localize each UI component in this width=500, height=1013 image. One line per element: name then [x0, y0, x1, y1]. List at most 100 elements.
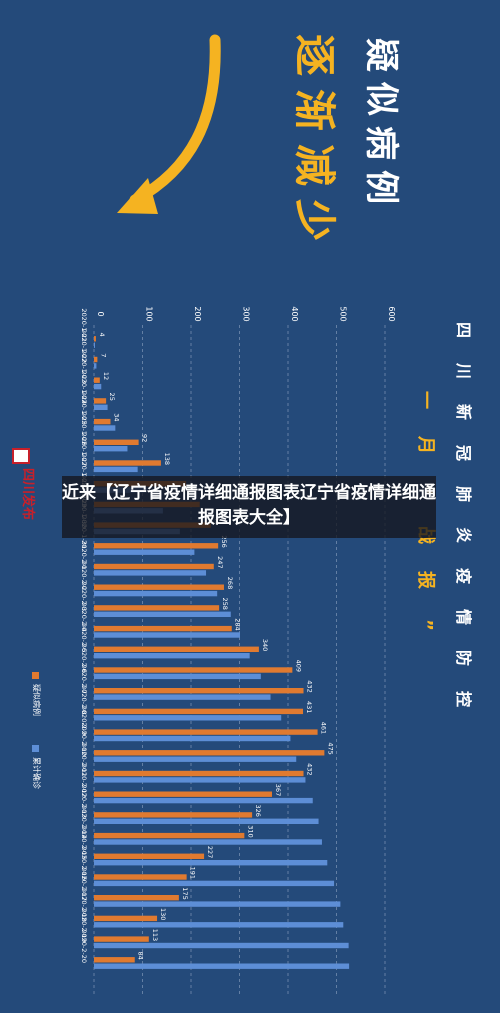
data-label: 34	[112, 413, 120, 421]
legend-label: 疑似病例	[32, 684, 42, 716]
legend-swatch-suspected	[32, 672, 39, 679]
tick-label: 100	[145, 306, 154, 321]
heading-char: 疑	[361, 38, 401, 72]
data-label: 138	[163, 453, 171, 465]
category-label: 2020-2-11	[80, 743, 88, 777]
data-label: 4	[98, 333, 106, 337]
category-label: 2020-2-15	[80, 826, 88, 860]
bar-confirmed	[94, 466, 138, 473]
category-label: 2020-2-4	[80, 602, 88, 632]
bar-suspected	[94, 750, 325, 756]
bar-confirmed	[94, 818, 319, 824]
data-label: 247	[216, 556, 224, 568]
logo-emblem	[12, 448, 30, 464]
bar-suspected	[94, 708, 304, 715]
header-char: 冠	[454, 445, 473, 461]
bar-suspected	[94, 336, 96, 342]
bar-suspected	[94, 377, 100, 383]
data-label: 227	[206, 846, 214, 858]
category-label: 2020-1-21	[80, 308, 88, 342]
data-label: 258	[221, 597, 229, 609]
heading-char: 例	[361, 170, 401, 204]
bar-confirmed	[94, 922, 344, 928]
bar-suspected	[94, 398, 107, 404]
bar-confirmed	[94, 363, 97, 369]
bar-confirmed	[94, 860, 328, 866]
bar-suspected	[94, 688, 304, 694]
data-label: 367	[274, 784, 282, 796]
bar-suspected	[94, 356, 98, 363]
data-label: 326	[254, 804, 262, 816]
data-label: 191	[189, 867, 197, 879]
bar-suspected	[94, 936, 149, 942]
data-label: 268	[226, 577, 234, 589]
bar-suspected	[94, 895, 179, 901]
bar-confirmed	[94, 653, 250, 659]
bar-suspected	[94, 874, 187, 880]
subheading-char: 减	[290, 144, 339, 186]
bar-confirmed	[94, 880, 335, 887]
category-label: 2020-2-18	[80, 888, 88, 922]
header-char: 川	[454, 362, 473, 379]
bar-confirmed	[94, 611, 231, 617]
bar-confirmed	[94, 777, 306, 783]
header-char: 控	[454, 691, 473, 707]
logo-text: 四川发布	[20, 468, 36, 520]
bar-suspected	[94, 625, 232, 632]
category-label: 2020-1-23	[80, 350, 88, 384]
bar-suspected	[94, 915, 158, 922]
category-label: 2020-2-5	[80, 623, 88, 653]
data-label: 340	[261, 639, 269, 651]
header-char: 肺	[454, 486, 473, 502]
tick-label: 300	[242, 306, 251, 321]
bar-suspected	[94, 832, 245, 839]
bars: 4712253492138412562472682582843404094324…	[94, 333, 350, 969]
bar-confirmed	[94, 342, 95, 348]
data-label: 130	[159, 908, 167, 920]
bar-confirmed	[94, 425, 116, 431]
bar-suspected	[94, 646, 259, 652]
bar-suspected	[94, 543, 219, 549]
bar-confirmed	[94, 942, 349, 949]
bar-suspected	[94, 957, 135, 963]
arrow-icon	[129, 34, 221, 206]
category-label: 2020-2-17	[80, 867, 88, 901]
bar-suspected	[94, 812, 253, 818]
bar-confirmed	[94, 404, 108, 410]
bar-suspected	[94, 460, 161, 466]
category-label: 2020-1-24	[80, 370, 88, 404]
data-label: 310	[246, 825, 254, 837]
header-char: 新	[454, 404, 473, 420]
category-label: 2020-2-10	[80, 722, 88, 756]
bar-confirmed	[94, 673, 261, 680]
logo: 四川发布	[12, 448, 36, 520]
tick-label: 400	[290, 306, 299, 321]
data-label: 175	[181, 887, 189, 899]
subheading-char: 少	[290, 199, 339, 241]
bar-confirmed	[94, 446, 128, 452]
header-char: 报	[415, 571, 437, 589]
data-label: 113	[151, 929, 159, 941]
data-label: 84	[137, 951, 145, 959]
bar-confirmed	[94, 839, 322, 845]
data-label: 92	[141, 434, 149, 442]
bar-confirmed	[94, 963, 350, 969]
data-label: 461	[320, 722, 328, 734]
category-label: 2020-2-2	[80, 561, 88, 591]
bar-suspected	[94, 667, 293, 673]
data-label: 432	[306, 680, 314, 692]
bar-suspected	[94, 563, 214, 570]
data-label: 25	[108, 393, 116, 401]
tick-label: 600	[387, 306, 396, 321]
bar-confirmed	[94, 383, 102, 390]
tick-label: 200	[193, 306, 202, 321]
category-label: 2020-1-28	[80, 453, 88, 487]
arrow-head-icon	[117, 178, 158, 214]
data-label: 284	[234, 618, 242, 630]
tick-label: 0	[96, 311, 105, 316]
category-label: 2020-2-19	[80, 909, 88, 943]
header-char: 四	[454, 322, 473, 338]
bar-suspected	[94, 791, 272, 797]
data-label: 409	[294, 660, 302, 672]
